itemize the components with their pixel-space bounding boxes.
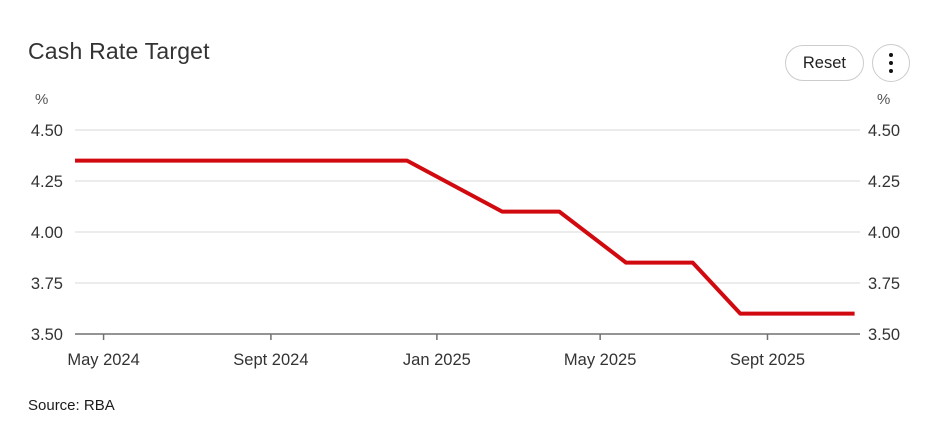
- x-tick-label: May 2024: [67, 351, 139, 369]
- x-tick-label: Jan 2025: [403, 351, 471, 369]
- y-tick-label-right: 4.25: [868, 173, 900, 191]
- chart-controls: Reset: [784, 44, 910, 82]
- more-options-button[interactable]: [872, 44, 910, 82]
- x-tick-label: May 2025: [564, 351, 636, 369]
- source-note: Source: RBA: [28, 397, 115, 414]
- kebab-menu-icon: [888, 52, 894, 74]
- y-tick-label-right: 3.50: [868, 326, 900, 344]
- y-tick-label-left: 4.50: [31, 122, 63, 140]
- reset-button[interactable]: Reset: [784, 45, 864, 81]
- cash-rate-line-series: [75, 158, 855, 316]
- y-tick-label-left: 3.75: [31, 275, 63, 293]
- y-tick-label-left: 4.25: [31, 173, 63, 191]
- y-tick-label-left: 4.00: [31, 224, 63, 242]
- y-tick-label-right: 3.75: [868, 275, 900, 293]
- y-tick-label-left: 3.50: [31, 326, 63, 344]
- y-tick-label-right: 4.50: [868, 122, 900, 140]
- x-tick-label: Sept 2024: [233, 351, 308, 369]
- y-tick-label-right: 4.00: [868, 224, 900, 242]
- page-title: Cash Rate Target: [28, 38, 210, 64]
- y-axis-unit-left: %: [35, 91, 49, 108]
- x-tick-label: Sept 2025: [730, 351, 805, 369]
- y-axis-unit-right: %: [877, 91, 891, 108]
